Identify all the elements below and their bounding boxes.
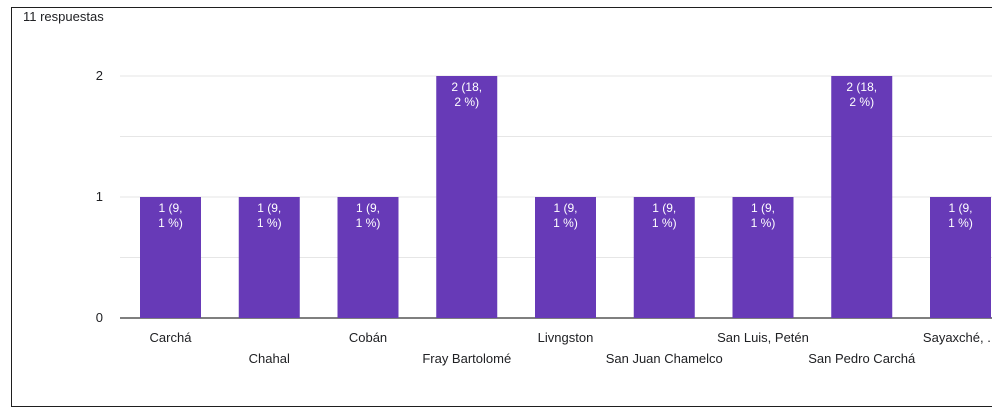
data-labels: 1 (9, 1 %) 1 (9, 1 %) 1 (9, 1 %) 2 (18, 2 %) 1 (… — [158, 80, 973, 230]
data-label: 1 (9, 1 %) — [652, 201, 677, 230]
bar[interactable] — [337, 197, 399, 318]
data-label: 1 (9, 1 %) — [553, 201, 578, 230]
y-axis-ticks: 0 1 2 — [96, 68, 103, 325]
bar[interactable] — [436, 76, 498, 318]
bar[interactable] — [930, 197, 991, 318]
x-tick-label: Cobán — [349, 330, 387, 345]
data-label: 1 (9, 1 %) — [356, 201, 381, 230]
x-tick-label: San Juan Chamelco — [606, 351, 723, 366]
x-tick-label: Carchá — [150, 330, 193, 345]
x-axis-labels: Carchá Chahal Cobán Fray Bartolomé Livngston… — [150, 330, 992, 366]
data-label: 2 (18, 2 %) — [846, 80, 877, 109]
x-tick-label: San Luis, Petén — [717, 330, 809, 345]
data-label: 1 (9, 1 %) — [751, 201, 776, 230]
x-tick-label: Chahal — [249, 351, 290, 366]
bar[interactable] — [732, 197, 794, 318]
response-count: 11 respuestas — [23, 9, 104, 24]
x-tick-label: Sayaxché, ... — [923, 330, 992, 345]
x-tick-label: Livngston — [538, 330, 594, 345]
data-label: 1 (9, 1 %) — [257, 201, 282, 230]
bar-chart: 0 1 2 1 (9, 1 %) 1 (9, 1 %) 1 (9, 1 %) 2 (18, 2 %… — [96, 68, 992, 366]
bars — [140, 76, 991, 318]
bar[interactable] — [535, 197, 596, 318]
x-tick-label: Fray Bartolomé — [422, 351, 511, 366]
bar[interactable] — [238, 197, 300, 318]
data-label: 2 (18, 2 %) — [451, 80, 482, 109]
x-tick-label: San Pedro Carchá — [808, 351, 916, 366]
bar[interactable] — [140, 197, 201, 318]
data-label: 1 (9, 1 %) — [948, 201, 973, 230]
y-tick-label: 2 — [96, 68, 103, 83]
data-label: 1 (9, 1 %) — [158, 201, 183, 230]
bar[interactable] — [831, 76, 893, 318]
bar[interactable] — [633, 197, 695, 318]
y-tick-label: 1 — [96, 189, 103, 204]
y-tick-label: 0 — [96, 310, 103, 325]
